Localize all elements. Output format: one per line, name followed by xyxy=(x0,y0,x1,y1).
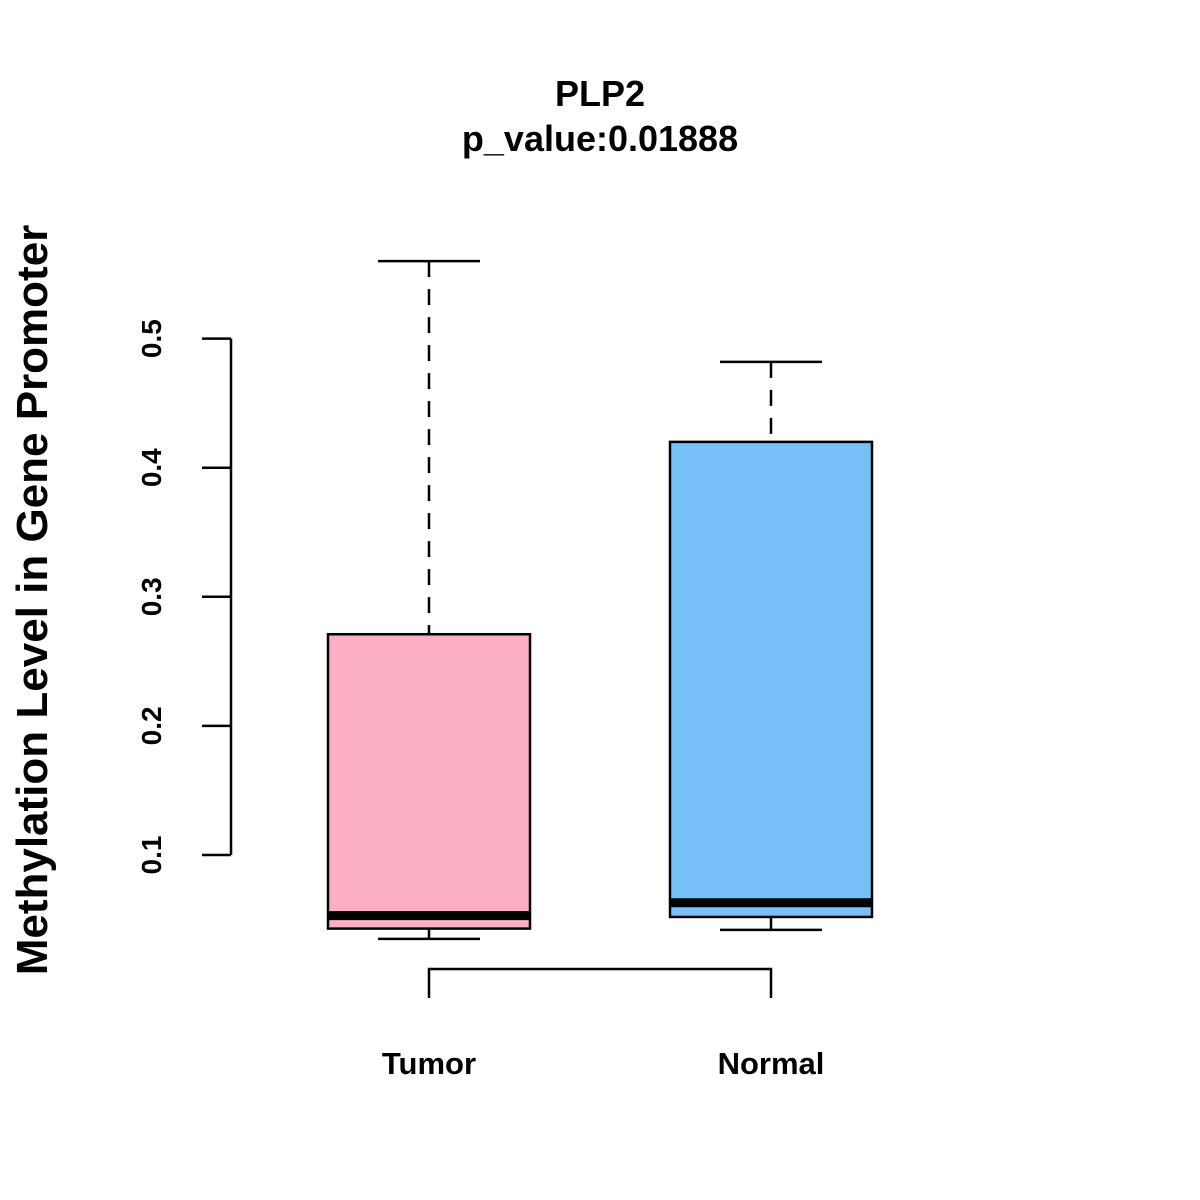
box-normal xyxy=(668,360,874,932)
y-tick-label: 0.5 xyxy=(136,319,167,358)
iqr-box xyxy=(326,632,532,930)
category-labels: Tumor Normal xyxy=(382,1046,824,1081)
y-tick-label: 0.4 xyxy=(136,448,167,487)
y-axis-label: Methylation Level in Gene Promoter xyxy=(8,225,57,976)
boxes xyxy=(326,259,874,941)
category-label-normal: Normal xyxy=(718,1046,825,1081)
chart-title: PLP2 xyxy=(555,73,645,114)
y-tick-label: 0.2 xyxy=(136,706,167,745)
y-axis: 0.1 0.2 0.3 0.4 0.5 xyxy=(136,319,233,875)
significance-bracket xyxy=(427,967,773,998)
iqr-box xyxy=(668,440,874,919)
y-tick-label: 0.3 xyxy=(136,577,167,616)
category-label-tumor: Tumor xyxy=(382,1046,476,1081)
y-tick-label: 0.1 xyxy=(136,836,167,875)
bracket-line xyxy=(427,967,773,998)
chart-subtitle: p_value:0.01888 xyxy=(462,118,738,159)
box-tumor xyxy=(326,259,532,941)
